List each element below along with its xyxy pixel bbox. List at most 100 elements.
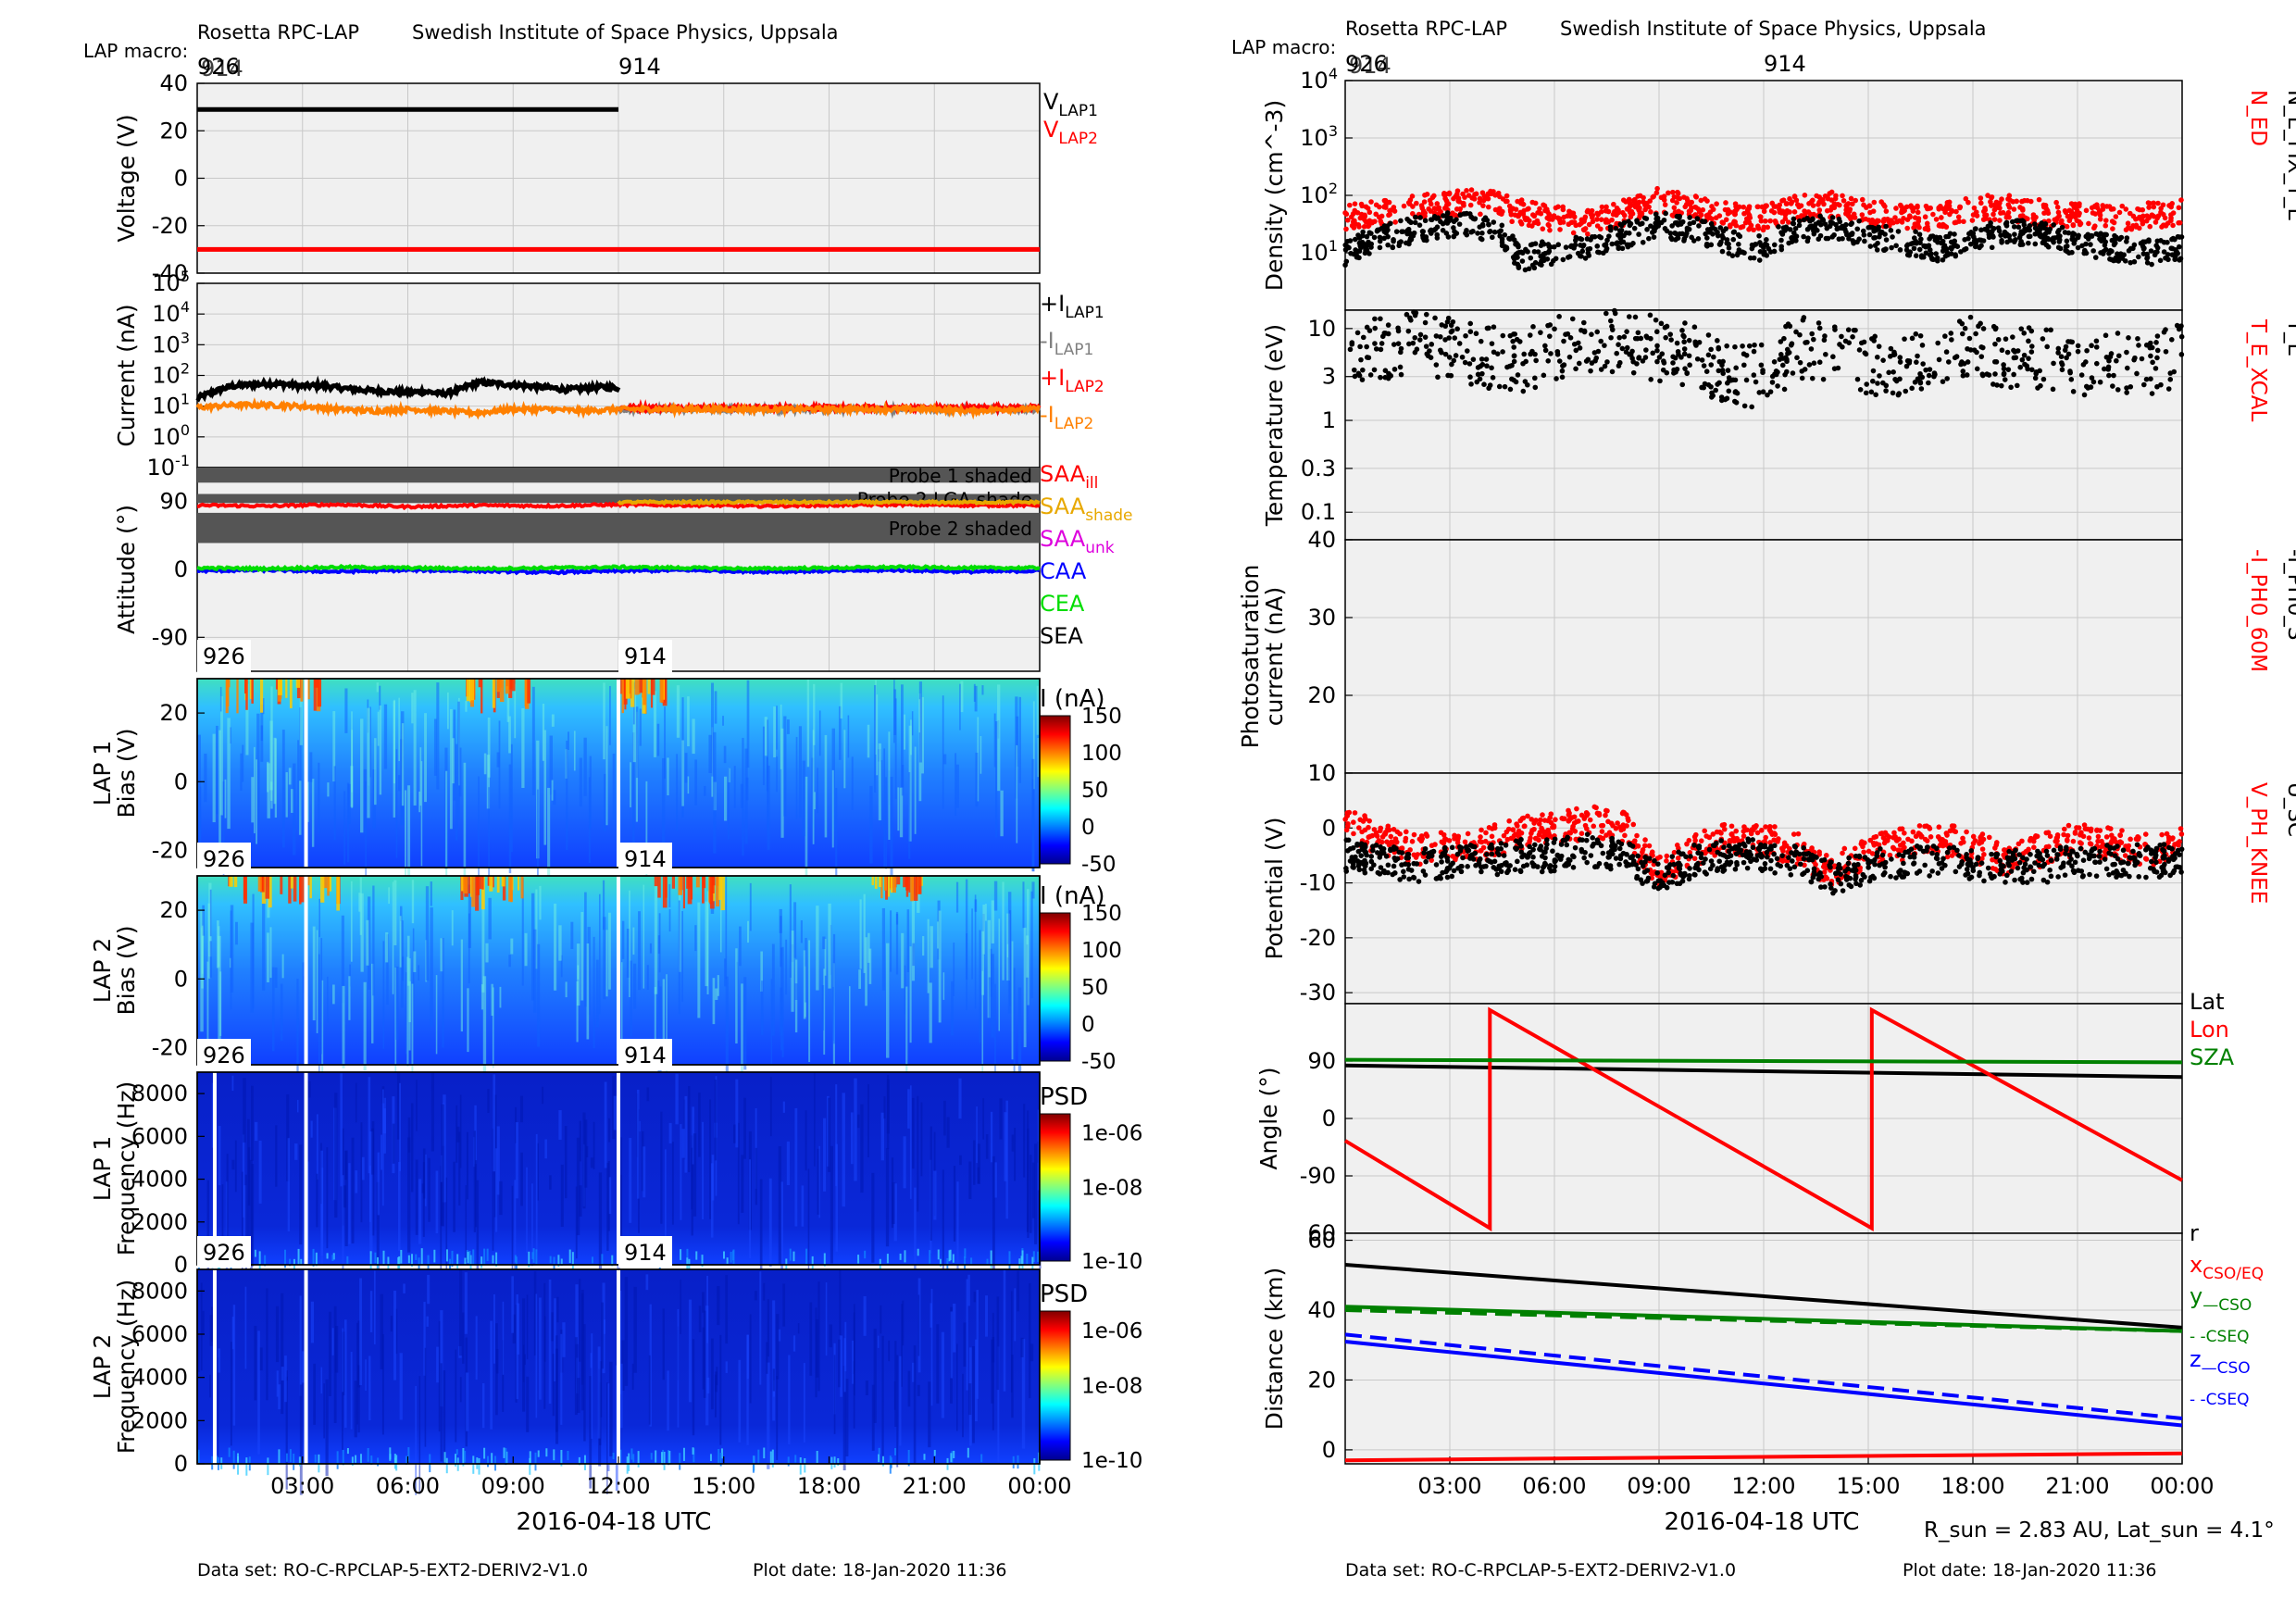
density-point bbox=[1961, 219, 1966, 225]
density-point bbox=[2036, 227, 2042, 233]
potential-point bbox=[1462, 839, 1468, 845]
density-point bbox=[1538, 210, 1544, 217]
temperature-point bbox=[1525, 381, 1530, 388]
temperature-point bbox=[1412, 334, 1418, 341]
density-point bbox=[2059, 224, 2065, 231]
potential-point bbox=[1548, 811, 1554, 817]
density-point bbox=[2161, 249, 2167, 255]
density-point bbox=[2155, 200, 2161, 206]
temperature-point bbox=[1960, 331, 1965, 337]
temperature-point bbox=[1576, 360, 1582, 367]
sweep2-hot-streak bbox=[293, 876, 297, 902]
potential-point bbox=[2065, 837, 2070, 843]
temperature-ytick-label: 10 bbox=[1307, 316, 1336, 342]
temperature-point bbox=[2178, 352, 2185, 357]
psd2-streak bbox=[767, 1362, 770, 1469]
temperature-point bbox=[1530, 324, 1536, 330]
temperature-point bbox=[1511, 353, 1517, 358]
temperature-point bbox=[2040, 376, 2047, 382]
temperature-point bbox=[1830, 354, 1836, 360]
density-point bbox=[1978, 195, 1984, 201]
voltage-ylabel: Voltage (V) bbox=[113, 114, 140, 242]
psd2-streak bbox=[524, 1354, 526, 1366]
psd1-streak bbox=[218, 1126, 221, 1186]
sweep1-streak bbox=[764, 717, 767, 756]
temperature-point bbox=[1696, 339, 1703, 345]
temperature-point bbox=[1808, 346, 1815, 352]
psd1-lowfreq-streak bbox=[531, 1252, 534, 1259]
sweep1-streak bbox=[419, 747, 422, 806]
potential-point bbox=[2103, 834, 2110, 840]
psd1-streak bbox=[1014, 1128, 1017, 1181]
sweep1-streak bbox=[943, 754, 947, 765]
density-point bbox=[2169, 236, 2175, 243]
sweep2-data-gap bbox=[304, 876, 308, 1065]
density-point bbox=[1778, 244, 1784, 250]
density-point bbox=[2018, 238, 2024, 244]
psd2-ytick-label: 4000 bbox=[131, 1365, 188, 1391]
psd2-streak bbox=[299, 1384, 303, 1495]
temperature-point bbox=[2105, 367, 2112, 372]
sweep2-streak bbox=[482, 976, 487, 1077]
density-point bbox=[2124, 235, 2130, 241]
current-legend-entry: -ILAP2 bbox=[1040, 402, 1093, 433]
temperature-point bbox=[1976, 323, 1981, 330]
psd1-streak bbox=[519, 1095, 524, 1123]
temperature-point bbox=[1687, 362, 1692, 369]
psd2-streak bbox=[746, 1334, 749, 1380]
psd1-streak bbox=[590, 1157, 594, 1168]
psd1-lowfreq-streak bbox=[823, 1253, 826, 1267]
temperature-point bbox=[2078, 372, 2085, 378]
potential-point bbox=[1632, 838, 1638, 843]
psd2-streak bbox=[725, 1274, 729, 1344]
sweep1-streak bbox=[547, 787, 551, 900]
temperature-point bbox=[1919, 343, 1926, 348]
temperature-point bbox=[1909, 385, 1915, 392]
psd1-streak bbox=[466, 1131, 468, 1200]
sweep2-streak bbox=[394, 967, 397, 1088]
sweep1-hot-streak bbox=[245, 679, 248, 710]
psd2-data-gap bbox=[212, 1269, 217, 1464]
psd2-lowfreq-streak bbox=[285, 1453, 288, 1462]
psd1-streak bbox=[537, 1143, 539, 1201]
potential-point bbox=[1478, 834, 1483, 840]
psd1-macro-box bbox=[197, 1039, 251, 1070]
sweep1-streak bbox=[767, 719, 768, 831]
density-point bbox=[1682, 204, 1689, 210]
density-point bbox=[1764, 237, 1769, 243]
psd1-lowfreq-streak bbox=[532, 1248, 535, 1263]
density-point bbox=[1398, 218, 1404, 224]
psd1-lowfreq-streak bbox=[376, 1256, 379, 1269]
temperature-point bbox=[1715, 338, 1720, 344]
temperature-point bbox=[2044, 344, 2050, 350]
sweep2-streak bbox=[296, 979, 299, 1087]
temperature-point bbox=[1810, 336, 1816, 343]
psd2-lowfreq-streak bbox=[505, 1451, 508, 1464]
density-point bbox=[1359, 239, 1366, 245]
density-point bbox=[1821, 201, 1827, 207]
temperature-point bbox=[1616, 334, 1623, 341]
sweep1-streak bbox=[453, 709, 456, 801]
current-legend: +ILAP1-ILAP1+ILAP2-ILAP2 bbox=[1040, 291, 1104, 433]
density-point bbox=[1699, 219, 1705, 224]
density-point bbox=[1421, 237, 1428, 244]
density-point bbox=[1353, 251, 1359, 256]
sweep1-streak bbox=[893, 689, 897, 735]
psd2-lowfreq-streak bbox=[718, 1448, 720, 1465]
psd1-streak bbox=[814, 1072, 816, 1167]
psd2-lowfreq-streak bbox=[267, 1457, 269, 1476]
temperature-point bbox=[1545, 357, 1552, 364]
psd1-lowfreq-streak bbox=[397, 1256, 400, 1269]
psd2-streak bbox=[1020, 1337, 1024, 1357]
sweep2-streak bbox=[553, 903, 557, 991]
temperature-point bbox=[1668, 337, 1674, 343]
density-point bbox=[2097, 236, 2103, 242]
temperature-point bbox=[1715, 381, 1720, 387]
temperature-point bbox=[1765, 392, 1770, 398]
density-point bbox=[1466, 193, 1472, 198]
potential-point bbox=[1583, 809, 1590, 816]
sweep1-streak bbox=[199, 786, 202, 855]
temperature-point bbox=[1588, 368, 1593, 374]
temperature-point bbox=[1926, 372, 1932, 379]
temperature-point bbox=[1624, 329, 1629, 334]
